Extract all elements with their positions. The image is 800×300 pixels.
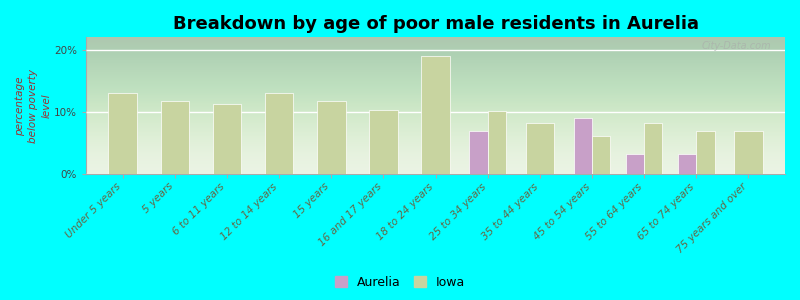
Text: City-Data.com: City-Data.com <box>702 41 771 51</box>
Y-axis label: percentage
below poverty
level: percentage below poverty level <box>15 69 51 143</box>
Bar <box>626 154 644 174</box>
Bar <box>696 131 714 174</box>
Bar <box>678 154 696 174</box>
Bar <box>592 136 610 174</box>
Bar <box>369 110 398 174</box>
Title: Breakdown by age of poor male residents in Aurelia: Breakdown by age of poor male residents … <box>173 15 698 33</box>
Bar <box>734 131 763 174</box>
Legend: Aurelia, Iowa: Aurelia, Iowa <box>330 271 470 294</box>
Bar <box>526 123 554 174</box>
Bar <box>317 101 346 174</box>
Bar <box>574 118 592 174</box>
Bar <box>488 111 506 174</box>
Bar <box>213 104 242 174</box>
Bar <box>161 101 189 174</box>
Bar <box>470 131 488 174</box>
Bar <box>265 93 294 174</box>
Bar <box>108 93 137 174</box>
Bar <box>644 123 662 174</box>
Bar <box>422 56 450 174</box>
